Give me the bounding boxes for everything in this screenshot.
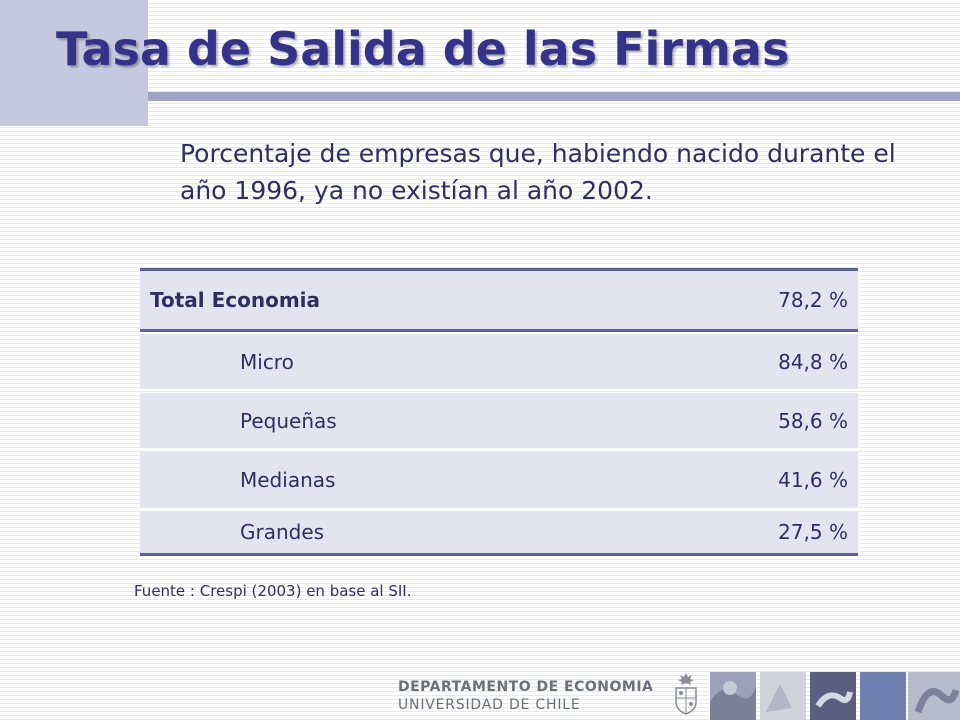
department-name: DEPARTAMENTO DE ECONOMIA bbox=[398, 679, 654, 695]
table-row: Pequeñas 58,6 % bbox=[140, 393, 858, 448]
row-value: 58,6 % bbox=[778, 408, 848, 433]
table-row: Medianas 41,6 % bbox=[140, 452, 858, 507]
row-value: 27,5 % bbox=[778, 520, 848, 544]
row-label: Micro bbox=[240, 349, 294, 374]
title-rule bbox=[148, 92, 960, 101]
department-logo: DEPARTAMENTO DE ECONOMIA UNIVERSIDAD DE … bbox=[398, 678, 653, 714]
row-label: Pequeñas bbox=[240, 408, 337, 433]
photo-thumbnail-icon bbox=[908, 672, 960, 720]
table-row: Grandes 27,5 % bbox=[140, 511, 858, 556]
table-row: Micro 84,8 % bbox=[140, 334, 858, 389]
row-label: Medianas bbox=[240, 467, 336, 492]
corner-accent-block bbox=[0, 0, 148, 126]
table-header-label: Total Economia bbox=[150, 288, 321, 312]
slide-title: Tasa de Salida de las Firmas bbox=[56, 22, 790, 76]
university-crest-icon bbox=[675, 673, 697, 715]
slide-subtitle: Porcentaje de empresas que, habiendo nac… bbox=[180, 139, 896, 205]
row-label: Grandes bbox=[240, 520, 325, 544]
photo-thumbnail-icon bbox=[760, 672, 806, 720]
table-header-row: Total Economia 78,2 % bbox=[140, 268, 858, 332]
university-name: UNIVERSIDAD DE CHILE bbox=[398, 697, 581, 713]
photo-thumbnail-icon bbox=[710, 672, 756, 720]
row-value: 84,8 % bbox=[778, 349, 848, 374]
source-note: Fuente : Crespi (2003) en base al SII. bbox=[134, 582, 412, 600]
table-header-value: 78,2 % bbox=[778, 288, 848, 312]
exit-rate-table: Total Economia 78,2 % Micro 84,8 % Peque… bbox=[140, 268, 858, 556]
photo-thumbnail-icon bbox=[860, 672, 906, 720]
photo-thumbnail-icon bbox=[810, 672, 856, 720]
row-value: 41,6 % bbox=[778, 467, 848, 492]
